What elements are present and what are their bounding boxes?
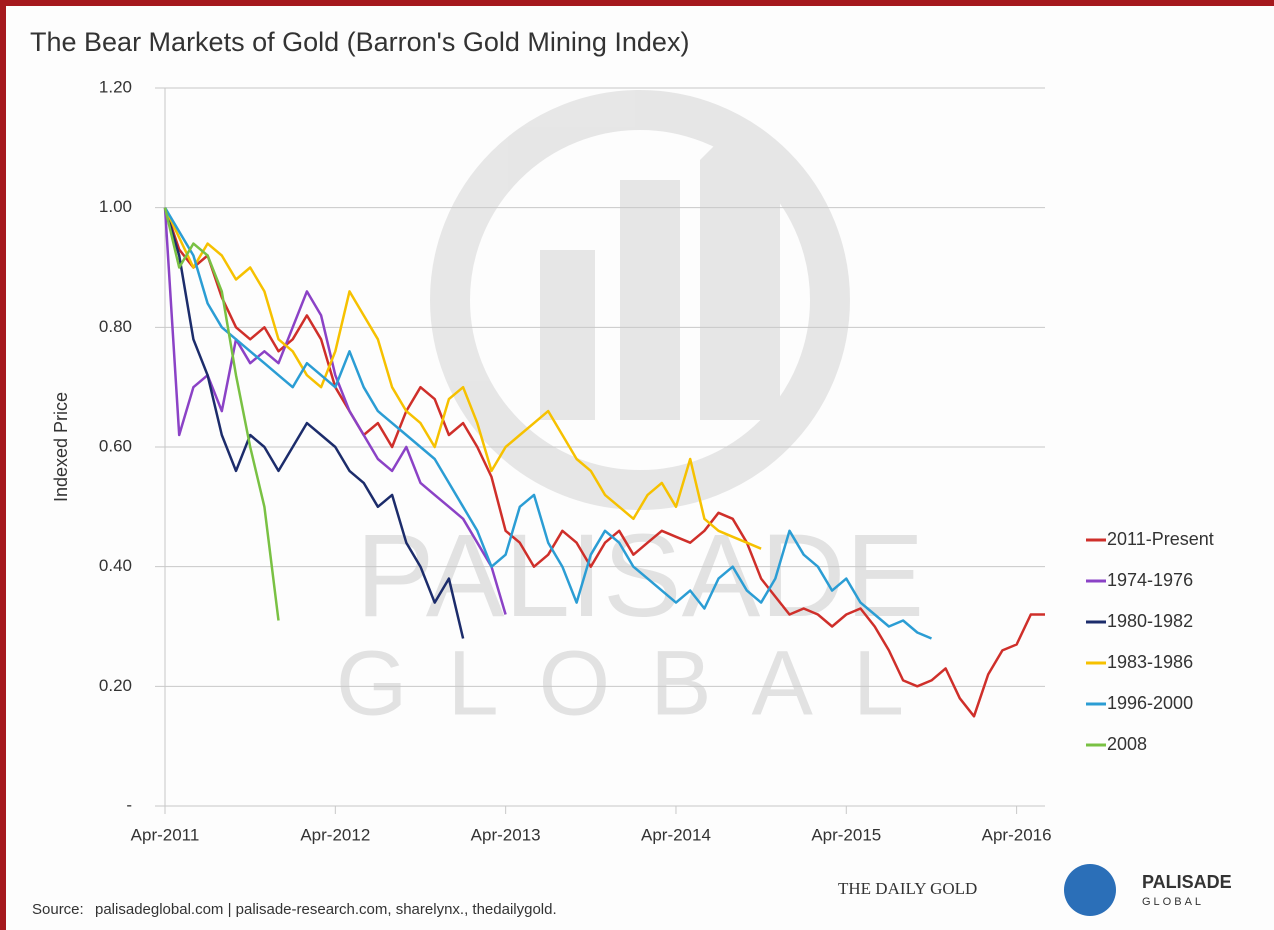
y-tick-label: 0.20 — [99, 676, 132, 695]
x-tick-label: Apr-2011 — [131, 825, 200, 844]
legend-label: 2011-Present — [1107, 529, 1214, 549]
x-tick-label: Apr-2013 — [471, 825, 541, 844]
logo-palisade: PALISADE — [1142, 872, 1232, 892]
watermark-ring — [430, 90, 850, 510]
source-links: palisadeglobal.com | palisade-research.c… — [95, 901, 557, 918]
legend-label: 1974-1976 — [1107, 570, 1193, 590]
watermark-arrow — [700, 120, 780, 420]
legend-label: 1980-1982 — [1107, 611, 1193, 631]
series-line — [163, 207, 1045, 718]
y-tick-label: 0.60 — [99, 436, 132, 455]
y-tick-label: 0.40 — [99, 556, 132, 575]
watermark-text: PALISADE — [356, 510, 924, 642]
watermark: PALISADE GLOBAL — [336, 90, 944, 734]
x-tick-label: Apr-2015 — [811, 825, 881, 844]
y-tick-label: 1.20 — [99, 77, 132, 96]
series-line — [163, 207, 465, 639]
series-line — [163, 207, 932, 640]
source-label: Source: — [32, 901, 84, 918]
frame-top — [0, 0, 1274, 6]
watermark-bar — [620, 180, 680, 420]
legend-label: 1983-1986 — [1107, 652, 1193, 672]
legend-label: 2008 — [1107, 734, 1147, 754]
x-tick-label: Apr-2016 — [982, 825, 1052, 844]
logo-daily-gold: THE DAILY GOLD — [838, 879, 977, 898]
watermark-text: GLOBAL — [336, 632, 944, 734]
series-line — [163, 207, 762, 550]
logo-global: GLOBAL — [1142, 896, 1204, 908]
logo-icon — [1064, 864, 1116, 916]
frame-left — [0, 0, 6, 930]
x-tick-label: Apr-2014 — [641, 825, 711, 844]
chart-title: The Bear Markets of Gold (Barron's Gold … — [30, 27, 689, 57]
watermark-bar — [540, 250, 595, 420]
y-tick-label: - — [126, 795, 132, 814]
series-line — [163, 207, 280, 621]
y-tick-label: 1.00 — [99, 197, 132, 216]
legend-label: 1996-2000 — [1107, 693, 1193, 713]
x-tick-label: Apr-2012 — [300, 825, 370, 844]
y-tick-label: 0.80 — [99, 317, 132, 336]
series-line — [163, 207, 507, 615]
y-axis-label: Indexed Price — [51, 392, 71, 502]
